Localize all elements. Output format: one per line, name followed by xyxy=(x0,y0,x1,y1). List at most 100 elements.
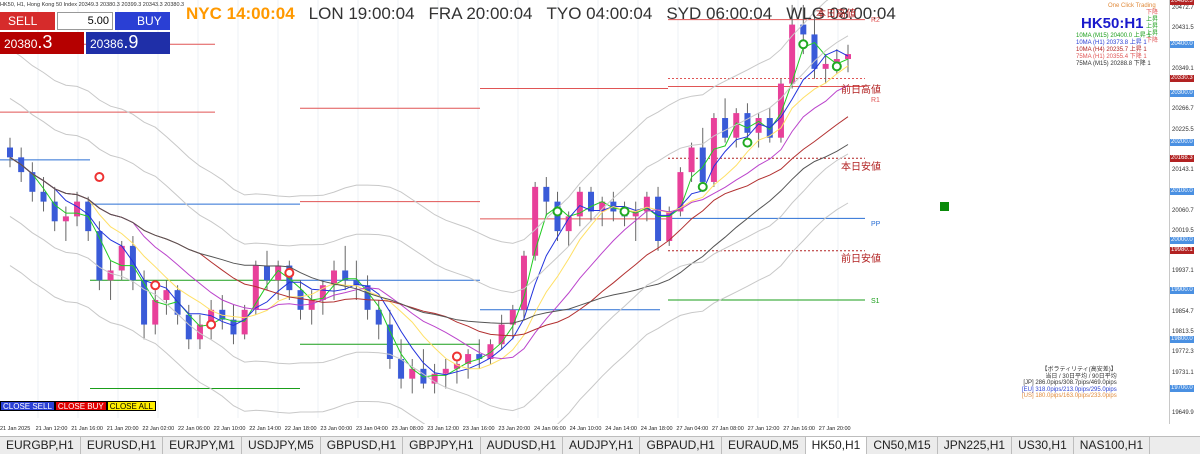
time-label: 24 Jan 14:00 xyxy=(605,426,637,432)
chart-tab[interactable]: US30,H1 xyxy=(1012,437,1074,454)
price-label: 20400.0 xyxy=(1170,40,1194,48)
chart-tab[interactable]: CN50,M15 xyxy=(867,437,938,454)
clock-syd: SYD 06:00:04 xyxy=(666,4,773,23)
clock-wlg: WLG 08:00:04 xyxy=(786,4,896,23)
candle-body xyxy=(40,191,47,202)
chart-tab[interactable]: EURAUD,M5 xyxy=(722,437,806,454)
chart-tab[interactable]: EURUSD,H1 xyxy=(81,437,164,454)
band-line xyxy=(9,35,849,294)
chart-tab[interactable]: HK50,H1 xyxy=(805,437,868,454)
candle-body xyxy=(532,186,539,256)
price-label: 19800.0 xyxy=(1170,335,1194,343)
r1-label: R1 xyxy=(871,97,880,104)
signal-star xyxy=(619,206,630,217)
sell-button[interactable]: SELL xyxy=(0,12,55,30)
candle-body xyxy=(353,280,360,286)
buy-button[interactable]: BUY xyxy=(115,12,170,30)
close-all-button[interactable]: CLOSE ALL xyxy=(106,401,156,411)
prev-low-label: 前日安値 xyxy=(841,254,881,265)
chart-tab[interactable]: EURGBP,H1 xyxy=(0,437,81,454)
time-label: 23 Jan 12:00 xyxy=(427,426,459,432)
vola-header: 当日 / 30日平均 / 90日平均 xyxy=(1045,373,1117,380)
price-scale[interactable]: 20472.7 20431.5 20400.0 20349.1 20330.3 20300… xyxy=(1169,0,1200,424)
time-label: 27 Jan 12:00 xyxy=(747,426,780,432)
candle-body xyxy=(96,231,103,281)
lot-size-input[interactable]: 5.00 xyxy=(57,12,113,30)
price-label: 20300.0 xyxy=(1170,89,1194,97)
r2-label: R2 xyxy=(871,17,880,24)
candle-body xyxy=(241,309,248,335)
vola-us: [US] 180.0pips/163.0pips/233.0pips xyxy=(1022,393,1117,399)
close-buy-button[interactable]: CLOSE BUY xyxy=(54,401,107,411)
chart-tab[interactable]: USDJPY,M5 xyxy=(242,437,321,454)
time-label: 22 Jan 02:00 xyxy=(142,426,175,432)
vola-jp: [JP] 286.0pips/308.7pips/469.0pips xyxy=(1023,380,1117,386)
price-label: 19813.5 xyxy=(1172,329,1194,336)
candle-body xyxy=(465,354,472,364)
candle-body xyxy=(789,24,796,84)
chart-tab[interactable]: AUDJPY,H1 xyxy=(563,437,641,454)
time-label: 24 Jan 10:00 xyxy=(569,426,602,432)
s1-label: S1 xyxy=(871,298,880,305)
close-sell-button[interactable]: CLOSE SELL xyxy=(0,401,55,411)
candle-body xyxy=(252,265,259,310)
candle-body xyxy=(677,172,684,212)
clock-lon: LON 19:00:04 xyxy=(308,4,415,23)
chart-tab[interactable]: GBPJPY,H1 xyxy=(403,437,481,454)
chart-tab[interactable]: AUDUSD,H1 xyxy=(481,437,563,454)
price-chart[interactable] xyxy=(0,0,1169,454)
price-label: 20431.5 xyxy=(1172,25,1194,32)
candle-body xyxy=(431,373,438,384)
clock-fra: FRA 20:00:04 xyxy=(428,4,533,23)
chart-tab[interactable]: GBPAUD,H1 xyxy=(640,437,722,454)
time-label: 22 Jan 06:00 xyxy=(178,426,210,432)
sell-price-button[interactable]: 20380.3 xyxy=(0,32,84,54)
candle-body xyxy=(543,186,550,202)
candle-body xyxy=(453,363,460,369)
buy-price-button[interactable]: 20386.9 xyxy=(86,32,170,54)
price-label: 19937.1 xyxy=(1172,268,1194,275)
chart-canvas[interactable] xyxy=(0,0,1169,454)
sell-price-main: 20380 xyxy=(4,37,38,51)
candle-body xyxy=(755,118,762,133)
chart-tab[interactable]: NAS100,H1 xyxy=(1074,437,1151,454)
candle-body xyxy=(688,147,695,173)
time-label: 24 Jan 18:00 xyxy=(640,426,673,432)
candle-body xyxy=(7,147,13,158)
candle-body xyxy=(800,24,807,35)
chart-tab[interactable]: GBPUSD,H1 xyxy=(321,437,404,454)
time-label: 21 Jan 2025 xyxy=(0,426,31,432)
price-label: 19854.7 xyxy=(1172,308,1194,315)
candle-body xyxy=(632,211,639,217)
candle-body xyxy=(141,280,148,325)
price-label: 20472.7 xyxy=(1172,5,1194,11)
buy-price-fraction: .9 xyxy=(123,32,139,52)
candle-body xyxy=(576,191,583,217)
candle-body xyxy=(308,299,315,310)
moving-average-line xyxy=(9,49,849,376)
time-label: 21 Jan 16:00 xyxy=(71,426,103,432)
price-label: 20200.0 xyxy=(1170,139,1194,147)
buy-price-main: 20386 xyxy=(90,37,124,51)
candle-body xyxy=(375,309,382,325)
price-label: 20168.3 xyxy=(1170,154,1194,162)
ma-panel-row: 10MA (H1) 20373.8 上昇 1 xyxy=(1076,40,1147,46)
time-axis: 21 Jan 2025 21 Jan 12:00 21 Jan 16:00 21 Ja… xyxy=(0,424,1169,436)
sell-price-fraction: .3 xyxy=(37,32,53,52)
chart-tab[interactable]: EURJPY,M1 xyxy=(163,437,242,454)
today-low-label: 本日安値 xyxy=(841,162,881,173)
signal-star xyxy=(798,39,809,50)
candle-body xyxy=(498,324,505,345)
moving-average-line xyxy=(9,85,849,360)
moving-average-line xyxy=(9,144,849,324)
time-label: 21 Jan 20:00 xyxy=(106,426,139,432)
candle-body xyxy=(520,255,527,310)
candle-body xyxy=(643,196,650,212)
candle-body xyxy=(822,63,829,69)
candle-body xyxy=(129,245,136,281)
chart-tab[interactable]: JPN225,H1 xyxy=(938,437,1013,454)
one-click-label: One Click Trading xyxy=(1108,3,1156,9)
time-label: 23 Jan 04:00 xyxy=(356,426,388,432)
candle-body xyxy=(398,358,405,379)
band-line xyxy=(9,153,849,412)
